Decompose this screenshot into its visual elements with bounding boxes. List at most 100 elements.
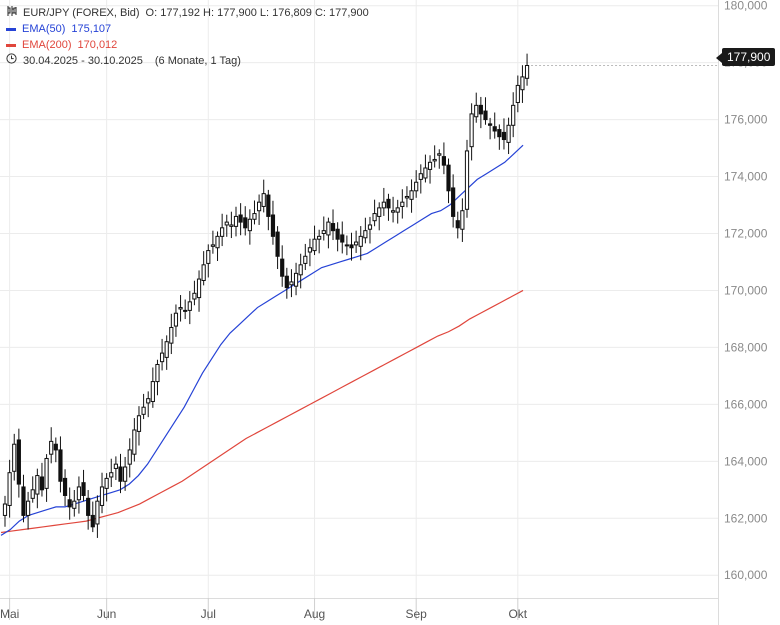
ema200-swatch bbox=[6, 43, 16, 47]
candle bbox=[95, 495, 100, 538]
y-tick-label: 166,000 bbox=[724, 397, 768, 411]
candle bbox=[478, 96, 483, 129]
candle-body bbox=[418, 173, 423, 180]
candle-body bbox=[169, 326, 174, 344]
candle bbox=[146, 391, 151, 418]
candle bbox=[257, 194, 262, 225]
candle-body bbox=[409, 190, 414, 200]
candle bbox=[99, 472, 105, 514]
candle-body bbox=[224, 221, 229, 226]
candle-body bbox=[233, 215, 239, 227]
candle-body bbox=[497, 129, 502, 138]
candle bbox=[492, 112, 497, 139]
candle-body bbox=[16, 439, 21, 485]
candle bbox=[90, 501, 95, 533]
chart-grid bbox=[0, 0, 718, 598]
candle-body bbox=[257, 201, 262, 212]
candle bbox=[62, 469, 68, 506]
candle-body bbox=[464, 150, 470, 210]
candle-body bbox=[210, 244, 216, 247]
candle-body bbox=[284, 275, 289, 289]
candle bbox=[123, 456, 128, 491]
candle-body bbox=[90, 514, 95, 528]
candle bbox=[132, 418, 137, 462]
legend-ema50-row[interactable]: EMA(50) 175,107 bbox=[6, 21, 369, 37]
y-tick-label: 162,000 bbox=[724, 511, 768, 525]
candle bbox=[12, 433, 17, 481]
candle-body bbox=[349, 244, 354, 249]
candle bbox=[483, 97, 488, 125]
candle-body bbox=[298, 264, 303, 276]
ema50-swatch bbox=[6, 27, 16, 31]
candle bbox=[354, 230, 359, 253]
candle-body bbox=[492, 126, 497, 132]
x-tick-label: Jul bbox=[201, 607, 216, 621]
candle bbox=[238, 203, 243, 236]
candle-body bbox=[354, 241, 359, 246]
candle bbox=[524, 53, 530, 86]
candle bbox=[127, 438, 132, 478]
candlestick-icon bbox=[6, 5, 18, 21]
candle bbox=[210, 230, 216, 254]
candle bbox=[386, 193, 391, 221]
candle-body bbox=[335, 228, 340, 240]
candle bbox=[252, 200, 257, 225]
candle bbox=[243, 206, 248, 236]
candle-body bbox=[386, 198, 391, 209]
candle bbox=[2, 495, 8, 527]
candle-body bbox=[524, 64, 530, 79]
candle-body bbox=[113, 463, 118, 469]
legend-ema200-row[interactable]: EMA(200) 170,012 bbox=[6, 37, 369, 53]
candle bbox=[400, 189, 405, 219]
candle bbox=[451, 174, 456, 228]
candle bbox=[86, 490, 91, 530]
candle bbox=[515, 75, 520, 113]
candle bbox=[159, 338, 165, 371]
candle bbox=[233, 206, 239, 237]
candle bbox=[118, 453, 123, 494]
candle-body bbox=[238, 214, 243, 223]
candle bbox=[7, 459, 12, 518]
candle-body bbox=[414, 181, 419, 192]
candle bbox=[469, 103, 474, 161]
candle-body bbox=[26, 500, 31, 516]
candle bbox=[423, 154, 428, 183]
period-range: 30.04.2025 - 30.10.2025 bbox=[23, 55, 143, 67]
y-tick-label: 172,000 bbox=[724, 227, 768, 241]
candle bbox=[187, 291, 192, 325]
candle-body bbox=[478, 104, 483, 115]
candle bbox=[169, 313, 174, 355]
candle-body bbox=[344, 244, 349, 247]
candle-body bbox=[146, 398, 151, 404]
candle-body bbox=[81, 482, 86, 496]
candle bbox=[409, 179, 414, 213]
candle-body bbox=[460, 210, 465, 230]
ema200-value: 170,012 bbox=[77, 39, 118, 51]
candle bbox=[261, 179, 266, 213]
candle-body bbox=[39, 476, 45, 491]
candle-body bbox=[183, 309, 188, 312]
candle-body bbox=[21, 486, 26, 516]
candle bbox=[367, 216, 373, 244]
candle bbox=[109, 458, 114, 488]
candle bbox=[220, 213, 225, 247]
candle bbox=[229, 211, 234, 239]
candle bbox=[441, 142, 446, 175]
ema50-value: 175,107 bbox=[71, 23, 112, 35]
candle bbox=[312, 225, 317, 256]
candle bbox=[418, 164, 423, 194]
candle-body bbox=[229, 224, 234, 227]
candle-body bbox=[307, 247, 313, 253]
candle-body bbox=[501, 131, 507, 141]
ema200-label: EMA(200) bbox=[22, 39, 72, 51]
candle bbox=[284, 267, 289, 299]
candle-body bbox=[159, 352, 165, 363]
candle bbox=[53, 437, 58, 463]
candle-body bbox=[173, 312, 179, 327]
candle-body bbox=[317, 235, 322, 240]
candle-body bbox=[53, 443, 58, 451]
candle-body bbox=[99, 486, 105, 506]
candle-body bbox=[67, 499, 72, 508]
candle bbox=[201, 251, 206, 286]
